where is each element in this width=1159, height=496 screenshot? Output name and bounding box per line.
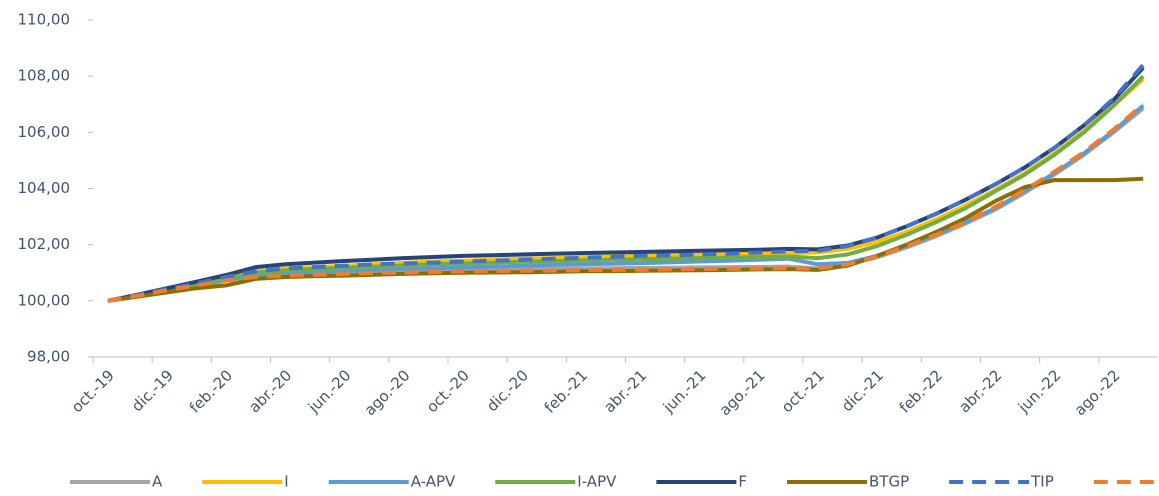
x-tick-label: abr.-20	[245, 366, 295, 416]
y-tick-label: 106,00	[18, 123, 71, 141]
x-tick-label: feb.-20	[186, 366, 236, 416]
legend-item: BTGP	[787, 473, 909, 491]
x-tick-label: ago.-21	[716, 366, 769, 419]
x-tick-label: abr.-22	[955, 366, 1005, 416]
legend-label: I	[284, 473, 288, 491]
legend-label: TIP	[1030, 473, 1054, 491]
x-tick-label: oct.-21	[778, 366, 828, 416]
x-tick-label: oct.-19	[68, 366, 118, 416]
series-line	[107, 66, 1145, 303]
x-tick-label: abr.-21	[600, 366, 650, 416]
x-tick-label: ago.-20	[361, 366, 414, 419]
x-tick-label: jun.-21	[659, 366, 710, 417]
legend-label: BTGP	[869, 473, 909, 491]
x-tick-label: dic.-20	[483, 366, 532, 415]
legend-item: F	[656, 473, 747, 491]
series-line	[107, 102, 1145, 303]
x-tick-label: feb.-21	[541, 366, 591, 416]
legend-item: A-APV	[328, 473, 456, 491]
legend-label: A	[152, 473, 163, 491]
legend-item: TIP	[949, 473, 1054, 491]
x-tick-label: ago.-22	[1071, 366, 1124, 419]
x-tick-label: jun.-22	[1014, 366, 1065, 417]
y-tick-label: 100,00	[18, 291, 71, 309]
y-tick-label: 110,00	[18, 11, 71, 29]
y-tick-label: 98,00	[27, 348, 70, 366]
legend-item: I	[202, 473, 289, 491]
series-line	[107, 74, 1145, 303]
x-tick-label: dic.-19	[128, 366, 177, 415]
x-tick-label: oct.-20	[423, 366, 473, 416]
legend-label: F	[738, 473, 747, 491]
legend-label: A-APV	[411, 473, 456, 491]
x-tick-label: dic.-21	[838, 366, 887, 415]
series-line	[107, 104, 1145, 303]
x-tick-label: feb.-22	[896, 366, 946, 416]
series-line	[107, 63, 1145, 303]
legend-label: I-APV	[577, 473, 617, 491]
legend-item: FM Tipo	[1093, 480, 1159, 484]
y-tick-label: 104,00	[18, 179, 71, 197]
y-tick-label: 108,00	[18, 67, 71, 85]
y-tick-label: 102,00	[18, 235, 71, 253]
x-tick-label: jun.-20	[304, 366, 355, 417]
legend-item: A	[70, 473, 163, 491]
legend-item: I-APV	[495, 473, 617, 491]
